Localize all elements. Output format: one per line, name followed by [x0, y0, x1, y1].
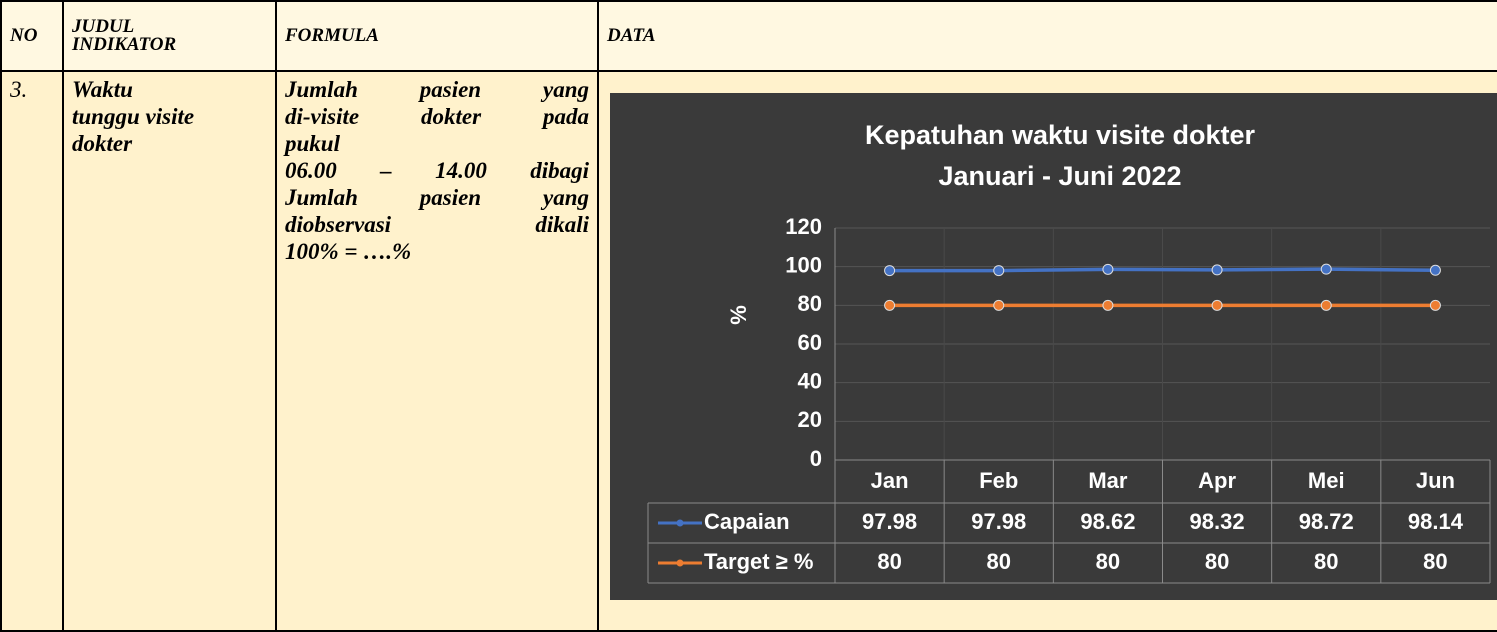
data-table-value: 80	[987, 549, 1011, 574]
x-tick-label: Apr	[1198, 468, 1236, 493]
text-line: dokter	[72, 131, 133, 156]
y-tick-label: 120	[785, 214, 822, 239]
text-line: Jumlah pasien yang	[285, 77, 589, 102]
data-point	[1211, 299, 1223, 311]
text-line: pukul	[285, 131, 340, 156]
y-tick-label: 0	[810, 446, 822, 471]
y-tick-label: 20	[798, 407, 822, 432]
data-point	[1429, 264, 1441, 276]
y-axis-label: %	[726, 305, 751, 325]
data-table-value: 80	[1205, 549, 1229, 574]
text-line: diobservasi dikali	[285, 212, 589, 237]
x-tick-label: Feb	[979, 468, 1018, 493]
header-line: JUDUL	[72, 16, 135, 37]
x-tick-label: Jun	[1416, 468, 1455, 493]
legend-label: Capaian	[704, 509, 790, 534]
formula-cell: Jumlah pasien yang di-visite dokter pada p…	[275, 70, 599, 632]
header-cell: NO	[0, 0, 64, 72]
x-tick-label: Mar	[1088, 468, 1128, 493]
y-tick-label: 40	[798, 368, 822, 393]
x-tick-label: Mei	[1308, 468, 1345, 493]
header-cell: DATA	[597, 0, 1497, 72]
data-point	[993, 299, 1005, 311]
header-line: INDIKATOR	[72, 34, 177, 55]
legend-marker	[676, 519, 684, 527]
data-point	[1320, 299, 1332, 311]
data-table-value: 98.14	[1408, 509, 1464, 534]
x-tick-label: Jan	[871, 468, 909, 493]
chart-title: Kepatuhan waktu visite dokter	[865, 120, 1256, 150]
data-table-value: 80	[877, 549, 901, 574]
text-line: di-visite dokter pada	[285, 104, 589, 129]
data-table-value: 97.98	[971, 509, 1026, 534]
chart-title: Januari - Juni 2022	[938, 161, 1181, 191]
data-table-value: 98.72	[1299, 509, 1354, 534]
data-point	[1429, 299, 1441, 311]
data-point	[1320, 263, 1332, 275]
y-tick-label: 60	[798, 330, 822, 355]
text-line: tunggu visite	[72, 104, 195, 129]
data-point	[1102, 263, 1114, 275]
header-cell: FORMULA	[275, 0, 599, 72]
legend-marker	[676, 559, 684, 567]
data-point	[1102, 299, 1114, 311]
data-point	[1211, 264, 1223, 276]
data-table-value: 80	[1096, 549, 1120, 574]
data-point	[993, 265, 1005, 277]
data-table-value: 98.32	[1190, 509, 1245, 534]
legend-label: Target ≥ %	[704, 549, 813, 574]
series-line	[889, 267, 1436, 273]
text-line: Jumlah pasien yang	[285, 185, 589, 210]
text-line: Waktu	[72, 77, 133, 102]
text-line: 06.00 – 14.00 dibagi	[285, 158, 589, 183]
header-cell: JUDUL INDIKATOR	[62, 0, 277, 72]
no-cell: 3.	[0, 70, 64, 632]
data-point	[884, 299, 896, 311]
data-point	[884, 265, 896, 277]
data-table-value: 80	[1423, 549, 1447, 574]
data-table-value: 80	[1314, 549, 1338, 574]
y-tick-label: 80	[798, 291, 822, 316]
chart: Kepatuhan waktu visite dokter Januari - …	[610, 93, 1497, 600]
text-line: 100% = ….%	[285, 239, 412, 264]
y-tick-label: 100	[785, 252, 822, 277]
data-table-value: 97.98	[862, 509, 917, 534]
data-table-value: 98.62	[1080, 509, 1135, 534]
judul-cell: Waktu tunggu visite dokter	[62, 70, 277, 632]
